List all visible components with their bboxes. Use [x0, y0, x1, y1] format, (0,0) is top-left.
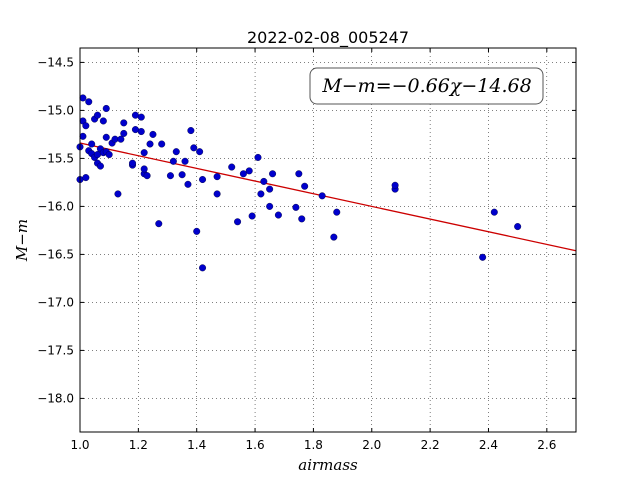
data-point: [301, 182, 309, 190]
x-tick-label: 2.2: [421, 438, 440, 452]
x-tick-label: 2.4: [479, 438, 498, 452]
x-tick-label: 2.0: [362, 438, 381, 452]
y-tick-label: −14.5: [37, 55, 74, 69]
data-point: [234, 218, 242, 226]
data-point: [260, 177, 268, 185]
data-point: [129, 159, 137, 167]
data-point: [248, 212, 256, 220]
fit-line-group: [79, 142, 577, 252]
data-point: [140, 149, 148, 157]
data-point: [257, 190, 265, 198]
data-point: [266, 202, 274, 210]
x-tick-label: 1.2: [129, 438, 148, 452]
data-point: [213, 190, 221, 198]
data-point: [274, 211, 282, 219]
data-point: [120, 129, 128, 137]
fit-annotation: M−m=−0.66χ−14.68: [309, 67, 544, 105]
data-point: [137, 128, 145, 136]
data-point: [254, 153, 262, 161]
data-point: [292, 203, 300, 211]
data-point: [114, 190, 122, 198]
plot-area: [80, 48, 576, 432]
y-tick-label: −16.0: [37, 199, 74, 213]
data-point: [333, 208, 341, 216]
data-point: [391, 181, 399, 189]
data-point: [99, 117, 107, 125]
plot-frame: [79, 47, 577, 433]
fit-line: [79, 142, 577, 252]
data-point: [102, 133, 110, 141]
data-point: [181, 157, 189, 165]
y-tick-label: −16.5: [37, 247, 74, 261]
x-tick-label: 1.8: [304, 438, 323, 452]
y-tick-label: −15.5: [37, 151, 74, 165]
data-point: [490, 208, 498, 216]
y-axis-label: M−m: [13, 219, 31, 262]
data-point: [169, 157, 177, 165]
data-point: [131, 126, 139, 134]
data-point: [514, 223, 522, 231]
data-point: [184, 180, 192, 188]
data-point: [102, 104, 110, 112]
data-point: [155, 220, 163, 228]
data-point: [245, 167, 253, 175]
data-point: [82, 174, 90, 182]
data-point: [213, 173, 221, 181]
data-point: [178, 171, 186, 179]
data-point: [131, 111, 139, 119]
data-point: [120, 119, 128, 127]
grid-lines: [80, 48, 576, 432]
data-point: [239, 170, 247, 178]
data-point: [269, 170, 277, 178]
annotation-text: M−m=−0.66χ−14.68: [321, 75, 531, 97]
chart-title: 2022-02-08_005247: [247, 28, 409, 48]
data-point: [479, 253, 487, 261]
data-point: [193, 227, 201, 235]
data-point: [85, 98, 93, 106]
data-point: [143, 172, 151, 180]
data-point: [166, 172, 174, 180]
data-point: [196, 148, 204, 156]
data-point: [111, 135, 119, 143]
data-point: [79, 94, 87, 102]
data-point: [94, 111, 102, 119]
y-tick-label: −15.0: [37, 103, 74, 117]
data-point: [146, 140, 154, 148]
data-points: [76, 94, 522, 272]
x-tick-label: 2.6: [537, 438, 556, 452]
data-point: [105, 151, 113, 159]
data-point: [295, 170, 303, 178]
data-point: [79, 132, 87, 140]
annotation-box: [309, 67, 544, 105]
data-point: [158, 140, 166, 148]
data-point: [228, 163, 236, 171]
data-point: [318, 192, 326, 200]
y-tick-label: −17.0: [37, 295, 74, 309]
data-point: [140, 165, 148, 173]
data-point: [199, 264, 207, 272]
data-point: [117, 135, 125, 143]
data-point: [330, 233, 338, 241]
axis-ticks: 1.0 1.2 1.4 1.6 1.8 2.0 2.2 2.4 2.6 −14.5 −15.0 −15…: [37, 48, 576, 452]
data-point: [187, 127, 195, 135]
data-point: [172, 148, 180, 156]
data-point: [190, 144, 198, 152]
data-point: [298, 215, 306, 223]
y-tick-label: −17.5: [37, 343, 74, 357]
x-axis-label: airmass: [298, 456, 358, 474]
x-tick-label: 1.6: [246, 438, 265, 452]
data-point: [266, 185, 274, 193]
data-point: [137, 113, 145, 121]
data-point: [82, 122, 90, 130]
x-tick-label: 1.0: [70, 438, 89, 452]
data-point: [96, 162, 104, 170]
x-tick-label: 1.4: [187, 438, 206, 452]
data-point: [149, 130, 157, 138]
y-tick-label: −18.0: [37, 391, 74, 405]
data-point: [94, 151, 102, 159]
data-point: [88, 140, 96, 148]
data-point: [199, 176, 207, 184]
